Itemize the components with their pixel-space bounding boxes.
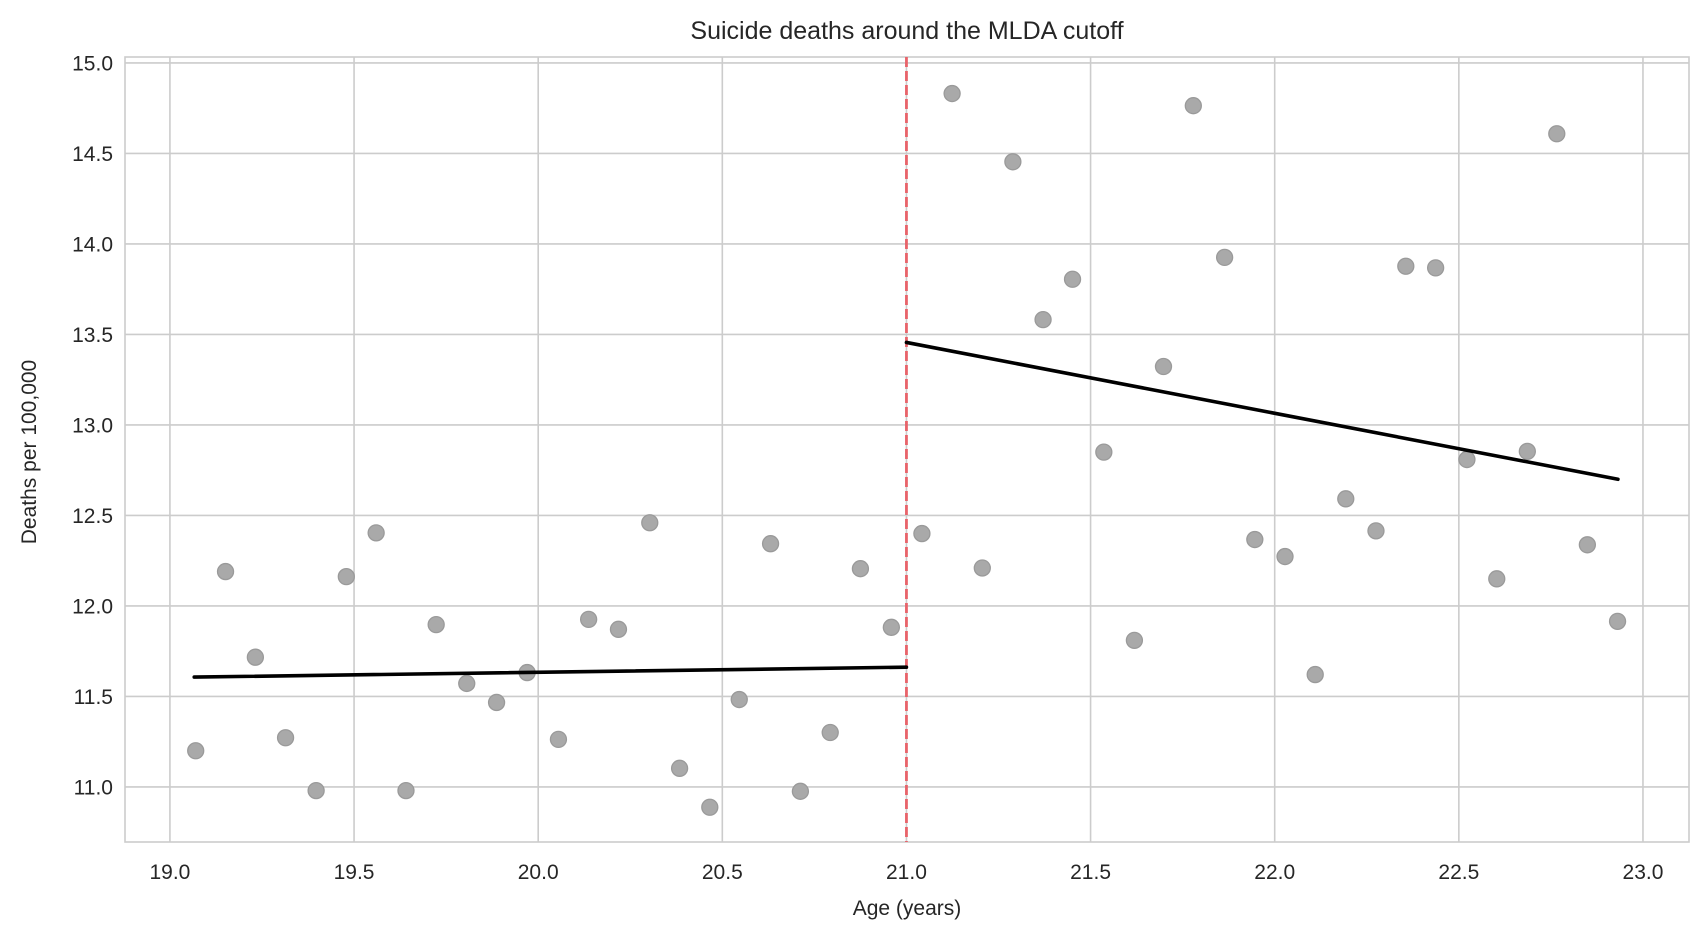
data-point — [913, 524, 931, 543]
data-point — [1004, 153, 1022, 171]
data-point — [1578, 536, 1597, 554]
data-point — [1337, 490, 1355, 508]
fit-lines — [192, 340, 1620, 679]
data-point — [791, 782, 810, 800]
data-point — [549, 730, 568, 749]
data-point — [1518, 442, 1536, 461]
data-point — [187, 742, 205, 760]
data-point — [761, 535, 780, 553]
data-point — [1548, 125, 1566, 143]
data-point — [1215, 248, 1234, 267]
x-tick-label: 21.5 — [1070, 861, 1111, 884]
y-tick-label: 14.5 — [72, 143, 113, 166]
data-point — [1276, 547, 1294, 566]
data-point — [973, 559, 991, 577]
x-axis-label: Age (years) — [853, 897, 962, 920]
data-point — [1246, 530, 1264, 549]
data-point — [337, 568, 355, 586]
y-tick-label: 12.5 — [72, 505, 113, 528]
data-point — [943, 84, 961, 103]
y-tick-labels: 11.0 11.5 12.0 12.5 13.0 13.5 14.0 14.5 15.0 — [72, 52, 113, 799]
y-tick-label: 14.0 — [72, 233, 113, 256]
data-point — [1154, 357, 1173, 376]
data-point — [1458, 450, 1476, 469]
y-tick-label: 13.5 — [72, 324, 113, 347]
data-point — [821, 723, 839, 742]
data-point — [1034, 310, 1052, 329]
data-point — [641, 514, 659, 532]
x-tick-label: 21.0 — [886, 861, 927, 884]
data-point — [1184, 97, 1202, 115]
y-tick-label: 15.0 — [72, 52, 113, 75]
data-point — [1125, 631, 1144, 650]
x-tick-label: 20.0 — [518, 861, 559, 884]
data-point — [276, 729, 295, 747]
data-point — [609, 620, 628, 638]
y-axis-label: Deaths per 100,000 — [18, 360, 41, 544]
chart-title: Suicide deaths around the MLDA cutoff — [690, 17, 1123, 45]
y-tick-label: 12.0 — [72, 595, 113, 618]
fit-below-21-line — [192, 665, 909, 679]
x-tick-label: 23.0 — [1623, 861, 1664, 884]
data-point — [458, 674, 476, 693]
data-point — [246, 648, 265, 666]
fit-above-21-line — [904, 340, 1620, 482]
x-tick-label: 22.0 — [1254, 861, 1295, 884]
data-point — [1608, 612, 1627, 631]
data-point — [1063, 270, 1082, 288]
y-tick-label: 11.5 — [74, 686, 113, 709]
data-point — [307, 781, 325, 800]
y-tick-label: 11.0 — [74, 776, 113, 799]
data-point — [670, 759, 689, 777]
scatter-points — [187, 84, 1627, 816]
data-point — [701, 798, 719, 816]
data-point — [397, 781, 415, 800]
data-point — [1488, 570, 1506, 588]
x-tick-label: 20.5 — [702, 861, 743, 884]
x-tick-label: 19.5 — [334, 861, 375, 884]
data-point — [730, 690, 748, 709]
data-point — [1397, 257, 1415, 275]
data-point — [851, 560, 870, 578]
x-tick-labels: 19.0 19.5 20.0 20.5 21.0 21.5 22.0 22.5 23.0 — [149, 861, 1663, 884]
data-point — [216, 562, 235, 581]
data-point — [882, 618, 900, 636]
data-point — [427, 615, 445, 634]
data-point — [1426, 259, 1445, 277]
data-point — [367, 524, 385, 542]
x-tick-label: 19.0 — [149, 861, 190, 884]
data-point — [1306, 665, 1324, 684]
y-tick-label: 13.0 — [72, 414, 113, 437]
data-point — [579, 610, 598, 629]
data-point — [1367, 522, 1385, 540]
data-point — [1095, 443, 1113, 461]
data-point — [487, 693, 506, 712]
x-tick-label: 22.5 — [1438, 861, 1479, 884]
